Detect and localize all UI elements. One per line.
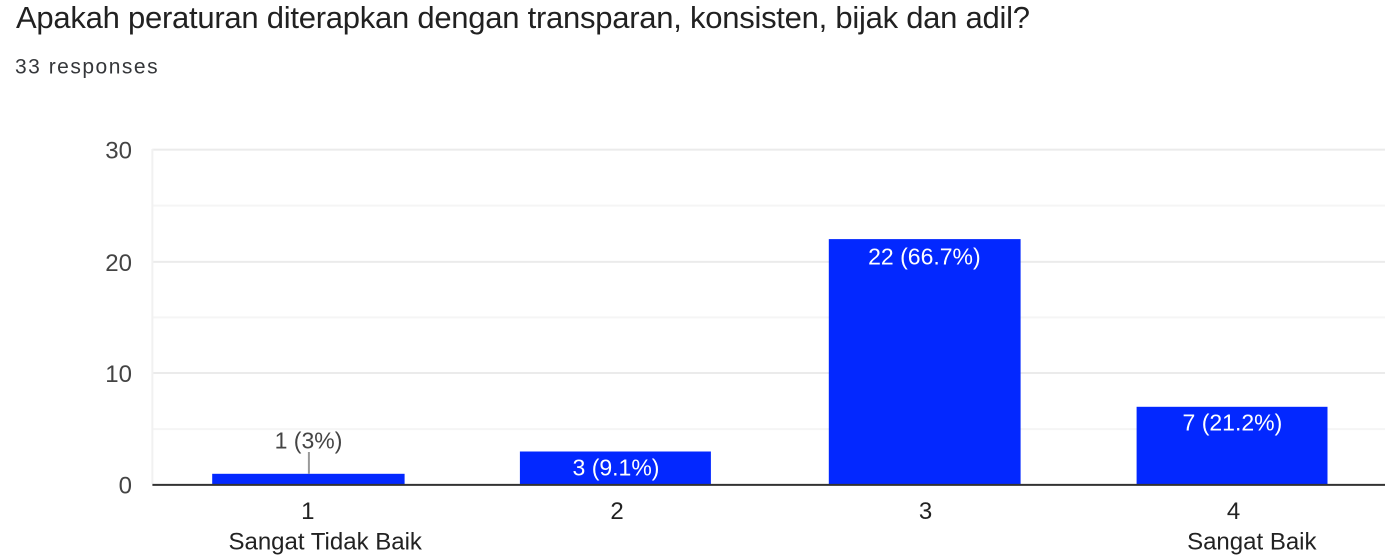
svg-text:10: 10 xyxy=(105,361,132,388)
svg-text:7 (21.2%): 7 (21.2%) xyxy=(1183,409,1283,435)
svg-text:3: 3 xyxy=(919,498,932,525)
svg-text:22 (66.7%): 22 (66.7%) xyxy=(868,243,981,269)
svg-text:1: 1 xyxy=(301,498,314,525)
svg-text:4: 4 xyxy=(1227,498,1240,525)
svg-text:30: 30 xyxy=(105,137,132,164)
svg-text:1 (3%): 1 (3%) xyxy=(275,428,343,454)
svg-text:2: 2 xyxy=(610,498,623,525)
svg-text:33 responses: 33 responses xyxy=(15,56,159,79)
svg-text:3 (9.1%): 3 (9.1%) xyxy=(573,454,660,480)
svg-text:Apakah peraturan diterapkan de: Apakah peraturan diterapkan dengan trans… xyxy=(16,0,1030,35)
svg-text:Sangat Tidak Baik: Sangat Tidak Baik xyxy=(228,529,422,556)
svg-text:20: 20 xyxy=(105,250,132,277)
svg-text:0: 0 xyxy=(119,472,132,499)
svg-text:Sangat Baik: Sangat Baik xyxy=(1187,529,1317,556)
